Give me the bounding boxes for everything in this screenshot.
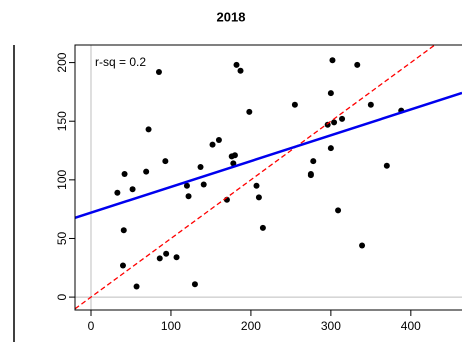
x-tick-label: 300 <box>321 319 341 333</box>
x-tick-label: 400 <box>401 319 421 333</box>
point <box>329 57 336 64</box>
point <box>228 153 235 160</box>
point <box>339 115 346 122</box>
point <box>114 189 121 196</box>
point <box>209 141 216 148</box>
point <box>327 90 334 97</box>
point <box>120 227 127 234</box>
point <box>367 101 374 108</box>
y-tick-label: 50 <box>55 231 69 245</box>
y-tick-label: 150 <box>55 111 69 131</box>
point <box>383 162 390 169</box>
annotation: r-sq = 0.2 <box>95 55 146 69</box>
point <box>162 158 169 165</box>
point <box>145 126 152 133</box>
point <box>253 182 260 189</box>
chart-title: 2018 <box>217 9 246 24</box>
point <box>327 145 334 152</box>
plot-area <box>75 45 462 310</box>
point <box>310 158 317 165</box>
point <box>155 68 162 75</box>
plot-border <box>74 44 462 311</box>
point <box>233 61 240 68</box>
x-tick-label: 200 <box>241 319 261 333</box>
point <box>197 163 204 170</box>
point <box>133 283 140 290</box>
point <box>237 67 244 74</box>
point <box>185 193 192 200</box>
point <box>121 170 128 177</box>
y-tick-label: 0 <box>55 293 69 300</box>
y-tick-label: 200 <box>55 52 69 72</box>
point <box>183 182 190 189</box>
point <box>246 108 253 115</box>
point <box>359 242 366 249</box>
point <box>291 101 298 108</box>
point <box>259 224 266 231</box>
point <box>156 255 163 262</box>
fit-line <box>75 91 462 220</box>
point <box>173 254 180 261</box>
point <box>143 168 150 175</box>
point <box>307 172 314 179</box>
point <box>255 194 262 201</box>
point <box>331 119 338 126</box>
point <box>215 136 222 143</box>
point <box>230 160 237 167</box>
x-tick-label: 100 <box>161 319 181 333</box>
point <box>191 281 198 288</box>
point <box>129 186 136 193</box>
point <box>163 250 170 257</box>
x-tick-label: 0 <box>88 319 95 333</box>
y-tick-label: 100 <box>55 170 69 190</box>
point <box>335 207 342 214</box>
point <box>119 262 126 269</box>
point <box>354 61 361 68</box>
point <box>200 181 207 188</box>
